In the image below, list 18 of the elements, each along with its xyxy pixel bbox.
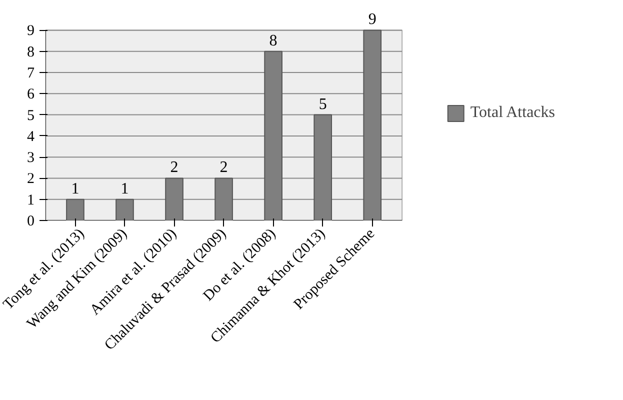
data-label: 8 bbox=[269, 32, 278, 50]
y-tick-label: 6 bbox=[27, 86, 35, 103]
data-label: 1 bbox=[120, 180, 129, 198]
legend-label: Total Attacks bbox=[470, 104, 555, 122]
y-tick-label: 7 bbox=[27, 66, 35, 82]
y-tick-label: 4 bbox=[27, 128, 35, 145]
data-label: 2 bbox=[170, 159, 178, 176]
y-tick-label: 5 bbox=[27, 108, 34, 124]
y-tick-label: 2 bbox=[27, 171, 34, 188]
data-label: 9 bbox=[368, 11, 376, 28]
data-label: 5 bbox=[318, 96, 327, 113]
data-label: 1 bbox=[71, 180, 80, 198]
y-tick-label: 0 bbox=[27, 214, 34, 230]
y-tick-label: 9 bbox=[27, 23, 34, 40]
y-tick-label: 1 bbox=[27, 192, 34, 208]
y-tick-label: 3 bbox=[27, 150, 34, 166]
y-tick-label: 8 bbox=[27, 44, 34, 60]
data-label: 2 bbox=[220, 159, 228, 176]
